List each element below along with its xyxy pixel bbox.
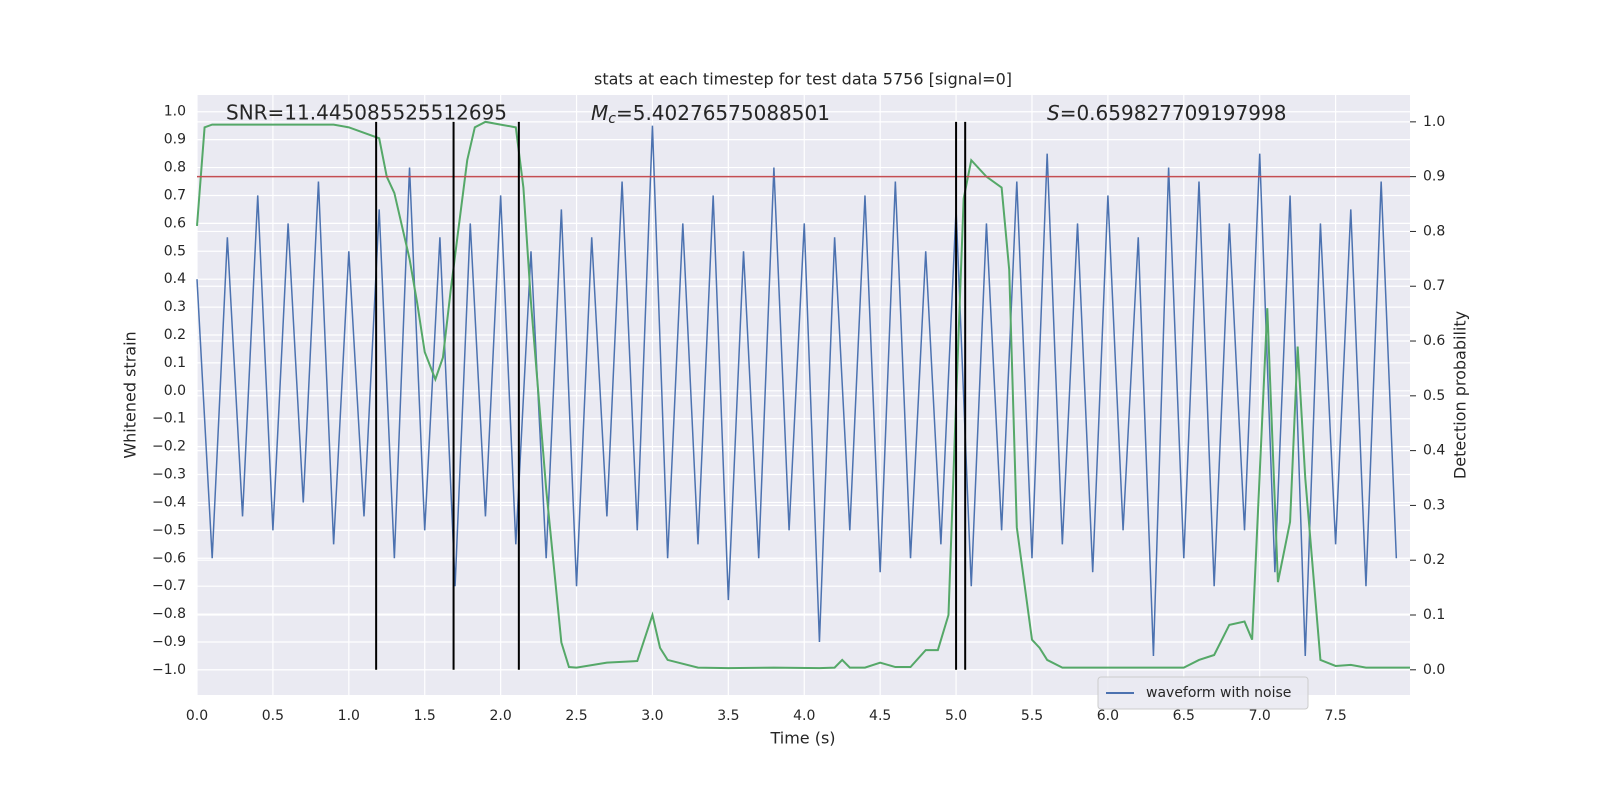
x-tick-label: 5.0 xyxy=(945,708,967,724)
x-tick-label: 3.0 xyxy=(641,708,663,724)
legend-box xyxy=(1097,676,1309,710)
y-tick-label: 0.2 xyxy=(164,327,186,343)
y-tick-label: 0.1 xyxy=(164,355,186,371)
x-tick-label: 6.5 xyxy=(1173,708,1195,724)
y2-tick-label: 0.4 xyxy=(1423,443,1445,459)
annotation: SNR=11.445085525512695 xyxy=(226,101,507,125)
annotation-part: M xyxy=(591,101,608,125)
y2-tick-label: 0.0 xyxy=(1423,662,1445,678)
y-tick-label: −0.6 xyxy=(152,550,186,566)
chart-title: stats at each timestep for test data 575… xyxy=(594,70,1012,89)
y2-axis-label: Detection probability xyxy=(1451,311,1470,479)
x-tick-label: 2.5 xyxy=(565,708,587,724)
y-tick-label: 0.4 xyxy=(164,271,186,287)
y-tick-label: −0.7 xyxy=(152,578,186,594)
x-tick-label: 4.5 xyxy=(869,708,891,724)
x-tick-label: 3.5 xyxy=(717,708,739,724)
series-line xyxy=(196,125,1398,656)
y-tick-label: −1.0 xyxy=(152,662,186,678)
x-tick-label: 6.0 xyxy=(1097,708,1119,724)
y-tick-label: 0.7 xyxy=(164,187,186,203)
labels: 0.0 0.5 1.0 1.5 2.0 2.5 3.0 3.5 4.0 4.5 5.0 5.5 6.0 6… xyxy=(152,104,1445,724)
series-line xyxy=(196,120,1410,670)
plot-area xyxy=(197,95,1410,695)
x-tick-label: 1.5 xyxy=(414,708,436,724)
y-tick-label: 1.0 xyxy=(164,104,186,120)
annotation-part: c xyxy=(608,111,616,127)
x-tick-label: 2.0 xyxy=(489,708,511,724)
legend-label: waveform with noise xyxy=(1146,685,1291,701)
annotation-part: S xyxy=(1047,101,1060,125)
y-tick-label: 0.8 xyxy=(164,160,186,176)
y-tick-label: 0.9 xyxy=(164,132,186,148)
annotation-part: =0.659827709197998 xyxy=(1060,101,1287,125)
y2-tick-label: 1.0 xyxy=(1423,114,1445,130)
annotation: Mc=5.40276575088501 xyxy=(591,101,830,128)
y2-tick-label: 0.3 xyxy=(1423,497,1445,513)
y2-tick-label: 0.9 xyxy=(1423,169,1445,185)
y-axis-label: Whitened strain xyxy=(121,331,140,458)
y2-tick-label: 0.8 xyxy=(1423,223,1445,239)
y2-tick-label: 0.6 xyxy=(1423,333,1445,349)
y-tick-label: 0.5 xyxy=(164,243,186,259)
y2-tick-label: 0.1 xyxy=(1423,607,1445,623)
x-tick-label: 1.0 xyxy=(338,708,360,724)
y-tick-label: 0.6 xyxy=(164,215,186,231)
marks xyxy=(196,120,1410,670)
y-tick-label: −0.1 xyxy=(152,411,186,427)
y2-tick-label: 0.2 xyxy=(1423,552,1445,568)
annotation: S=0.659827709197998 xyxy=(1047,101,1286,125)
y-tick-label: −0.4 xyxy=(152,494,186,510)
x-tick-label: 7.5 xyxy=(1324,708,1346,724)
x-tick-label: 4.0 xyxy=(793,708,815,724)
y-tick-label: −0.2 xyxy=(152,439,186,455)
x-tick-label: 5.5 xyxy=(1021,708,1043,724)
y-tick-label: −0.9 xyxy=(152,634,186,650)
x-tick-label: 0.5 xyxy=(262,708,284,724)
y-tick-label: −0.3 xyxy=(152,467,186,483)
legend: waveform with noise xyxy=(1097,676,1309,710)
y-tick-label: −0.5 xyxy=(152,522,186,538)
y-tick-label: −0.8 xyxy=(152,606,186,622)
y-tick-label: 0.3 xyxy=(164,299,186,315)
x-tick-label: 0.0 xyxy=(186,708,208,724)
x-tick-label: 7.0 xyxy=(1249,708,1271,724)
annotation-part: =5.40276575088501 xyxy=(616,101,830,125)
y-tick-label: 0.0 xyxy=(164,383,186,399)
y2-tick-label: 0.5 xyxy=(1423,388,1445,404)
x-axis-label: Time (s) xyxy=(769,729,835,748)
y2-tick-label: 0.7 xyxy=(1423,278,1445,294)
